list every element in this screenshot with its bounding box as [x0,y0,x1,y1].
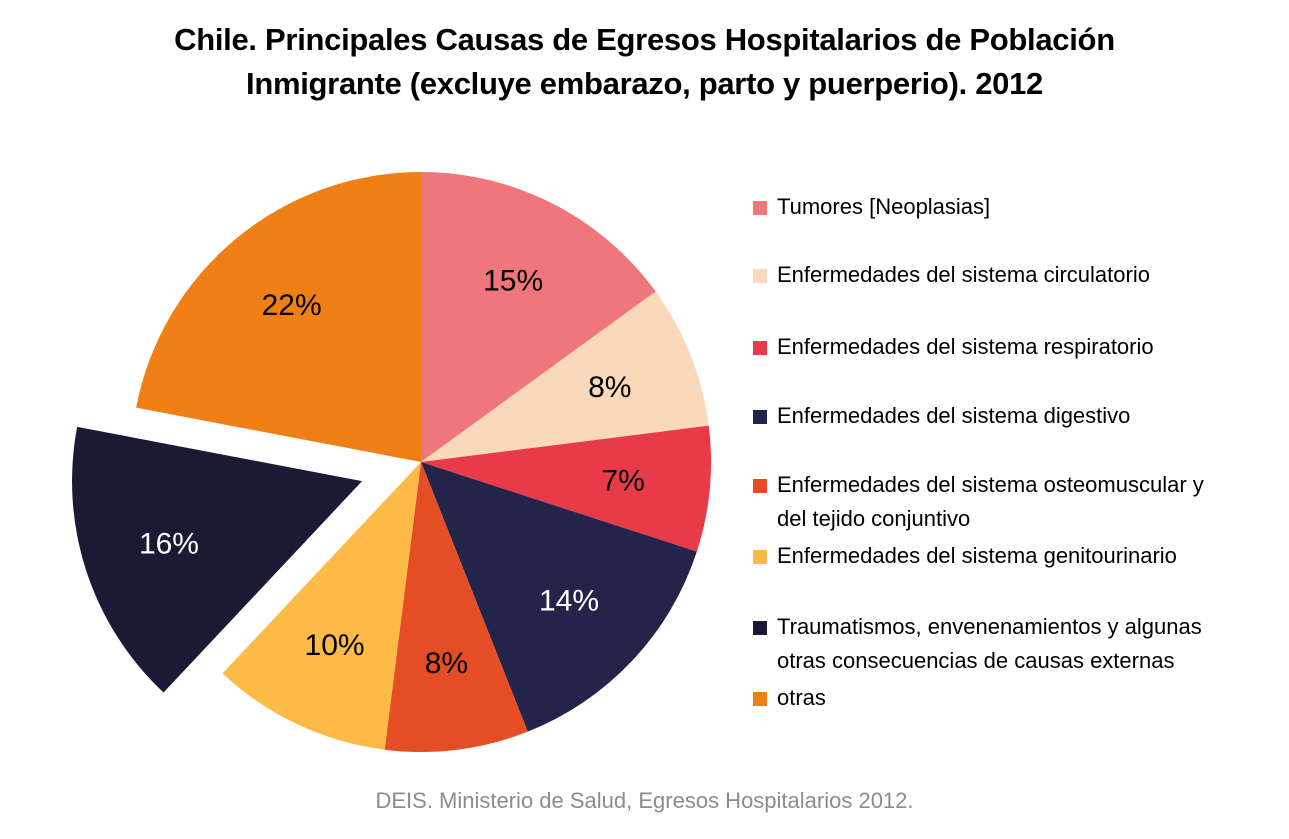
legend-label-line: otras consecuencias de causas externas [777,648,1175,673]
legend-label-line: Tumores [Neoplasias] [777,194,991,219]
legend-swatch [753,479,767,493]
chart-title: Chile. Principales Causas de Egresos Hos… [0,18,1289,106]
legend-label-line: Enfermedades del sistema genitourinario [777,543,1177,568]
legend-swatch [753,550,767,564]
legend-item-enfermedades-del-sistema-genitourinario: Enfermedades del sistema genitourinario [753,539,1263,573]
legend-swatch [753,201,767,215]
pie-slice-enfermedades-del-sistema-circulatorio [421,291,709,462]
slice-label-enfermedades-del-sistema-circulatorio: 8% [588,371,631,404]
legend-swatch [753,410,767,424]
legend-label-line: del tejido conjuntivo [777,506,971,531]
legend-item-otras: otras [753,681,1263,715]
legend-item-tumores-neoplasias: Tumores [Neoplasias] [753,190,1263,224]
legend-item-enfermedades-del-sistema-respiratorio: Enfermedades del sistema respiratorio [753,330,1263,364]
legend-label-line: Enfermedades del sistema respiratorio [777,334,1154,359]
slice-label-enfermedades-del-sistema-digestivo: 14% [539,584,599,617]
pie-slice-enfermedades-del-sistema-osteomuscular-y [384,462,528,752]
chart-title-line-1: Chile. Principales Causas de Egresos Hos… [174,22,1115,57]
legend-label-line: otras [777,685,826,710]
source-note: DEIS. Ministerio de Salud, Egresos Hospi… [375,788,914,813]
legend-label-line: Enfermedades del sistema circulatorio [777,262,1150,287]
slice-label-otras: 22% [262,289,322,322]
legend-item-enfermedades-del-sistema-circulatorio: Enfermedades del sistema circulatorio [753,258,1263,292]
slice-label-enfermedades-del-sistema-osteomuscular-y: 8% [425,647,468,680]
legend-item-traumatismos-envenenamientos-y-algunas-o: Traumatismos, envenenamientos y algunas o… [753,610,1263,678]
legend-label-line: Traumatismos, envenenamientos y algunas [777,614,1202,639]
legend-swatch [753,269,767,283]
legend-swatch [753,341,767,355]
pie-slice-enfermedades-del-sistema-respiratorio [421,425,712,552]
slice-label-enfermedades-del-sistema-genitourinario: 10% [305,629,365,662]
slice-label-tumores-neoplasias: 15% [483,265,543,298]
legend-label-line: Enfermedades del sistema digestivo [777,403,1131,428]
legend-swatch [753,692,767,706]
legend-swatch [753,621,767,635]
pie-slice-enfermedades-del-sistema-digestivo [421,462,697,732]
legend-item-enfermedades-del-sistema-osteomuscular-y: Enfermedades del sistema osteomuscular y… [753,468,1263,536]
legend-item-enfermedades-del-sistema-digestivo: Enfermedades del sistema digestivo [753,399,1263,433]
pie-slice-traumatismos-envenenamientos-y-algunas-o [72,426,363,693]
slice-label-traumatismos-envenenamientos-y-algunas-o: 16% [139,527,199,560]
slice-label-enfermedades-del-sistema-respiratorio: 7% [601,465,644,498]
pie-slice-tumores-neoplasias [421,172,656,462]
pie-slice-otras [136,171,421,462]
chart-title-line-2: Inmigrante (excluye embarazo, parto y pu… [246,66,1043,101]
legend-label-line: Enfermedades del sistema osteomuscular y [777,472,1204,497]
pie-slice-enfermedades-del-sistema-genitourinario [222,462,421,750]
